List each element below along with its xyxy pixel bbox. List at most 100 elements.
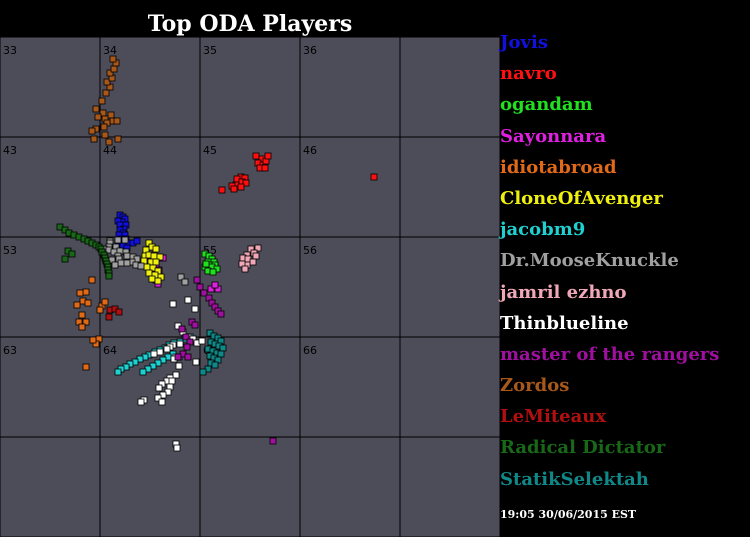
legend-entry: CloneOfAvenger [500,187,663,209]
data-point [252,152,260,160]
player-points [56,55,378,452]
series-navro [218,152,378,194]
sector-label: 34 [103,44,117,57]
data-point [89,336,97,344]
data-point [219,344,227,352]
data-point [158,398,166,406]
data-point [169,300,177,308]
legend-entry: Zordos [500,375,570,397]
data-point [211,281,219,289]
legend-entry: Dr.MooseKnuckle [500,250,679,272]
legend-entry: Radical Dictator [500,437,666,459]
data-point [107,111,115,119]
legend-entry: master of the rangers [500,343,720,365]
data-point [100,123,108,131]
data-point [114,135,122,143]
data-point [178,325,186,333]
data-point [92,105,100,113]
data-point [78,311,86,319]
series-radical-dictator [56,223,113,280]
data-point [156,348,164,356]
data-point [150,350,158,358]
data-point [115,308,123,316]
legend: Jovis navro ogandam Sayonnara idiotabroad Clo… [500,30,750,498]
legend-entry: jacobm9 [500,219,586,241]
data-point [82,288,90,296]
data-point [150,252,158,260]
data-point [242,179,250,187]
data-point [113,117,121,125]
data-point [156,253,164,261]
data-point [94,113,102,121]
data-point [103,78,111,86]
sector-label: 56 [303,244,317,257]
sector-label: 64 [103,344,117,357]
chart-title: Top ODA Players [147,11,353,37]
data-point [98,97,106,105]
data-point [154,394,162,402]
data-point [200,289,208,297]
series-statikselektah [199,329,227,376]
series-jamril-ezhno [238,244,262,273]
data-point [105,138,113,146]
data-point [193,276,201,284]
data-point [133,237,141,245]
data-point [78,323,86,331]
data-point [199,368,207,376]
data-point [148,275,156,283]
series-lemiteaux [105,305,123,321]
data-point [121,236,129,244]
data-point [184,353,192,361]
sector-label: 43 [3,144,17,157]
data-point [168,377,176,385]
data-point [202,260,210,268]
data-point [82,318,90,326]
data-point [191,305,199,313]
sector-label: 35 [203,44,217,57]
data-point [152,258,160,266]
data-point [181,278,189,286]
data-point [114,236,122,244]
data-point [82,363,90,371]
data-point [182,333,190,341]
data-point [137,398,145,406]
data-point [90,135,98,143]
data-point [88,127,96,135]
sector-label: 53 [3,244,17,257]
data-point [88,276,96,284]
data-point [217,310,225,318]
data-point [184,296,192,304]
data-point [370,173,378,181]
data-point [198,337,206,345]
data-point [175,362,183,370]
map-background [0,37,500,537]
data-point [61,255,69,263]
data-point [73,301,81,309]
data-point [211,361,219,369]
series-cloneofavenger [140,239,165,285]
data-point [191,321,199,329]
series-idiotabroad [73,276,109,371]
data-point [173,444,181,452]
legend-entry: Jovis [500,32,548,53]
timestamp: 19:05 30/06/2015 EST [500,508,637,521]
legend-entry: ogandam [500,94,593,116]
data-point [114,368,122,376]
legend-entry: jamril ezhno [500,281,627,303]
data-point [139,368,147,376]
sector-label: 66 [303,344,317,357]
data-point [105,272,113,280]
data-point [207,285,215,293]
sector-label: 63 [3,344,17,357]
legend-entry: idiotabroad [500,156,617,178]
data-point [254,244,262,252]
data-point [109,55,117,63]
sector-label: 46 [303,144,317,157]
data-point [241,265,249,273]
data-point [269,437,277,445]
data-point [264,152,272,160]
data-point [217,350,225,358]
data-point [101,298,109,306]
series-master-of-the-rangers [174,276,277,445]
data-point [177,273,185,281]
